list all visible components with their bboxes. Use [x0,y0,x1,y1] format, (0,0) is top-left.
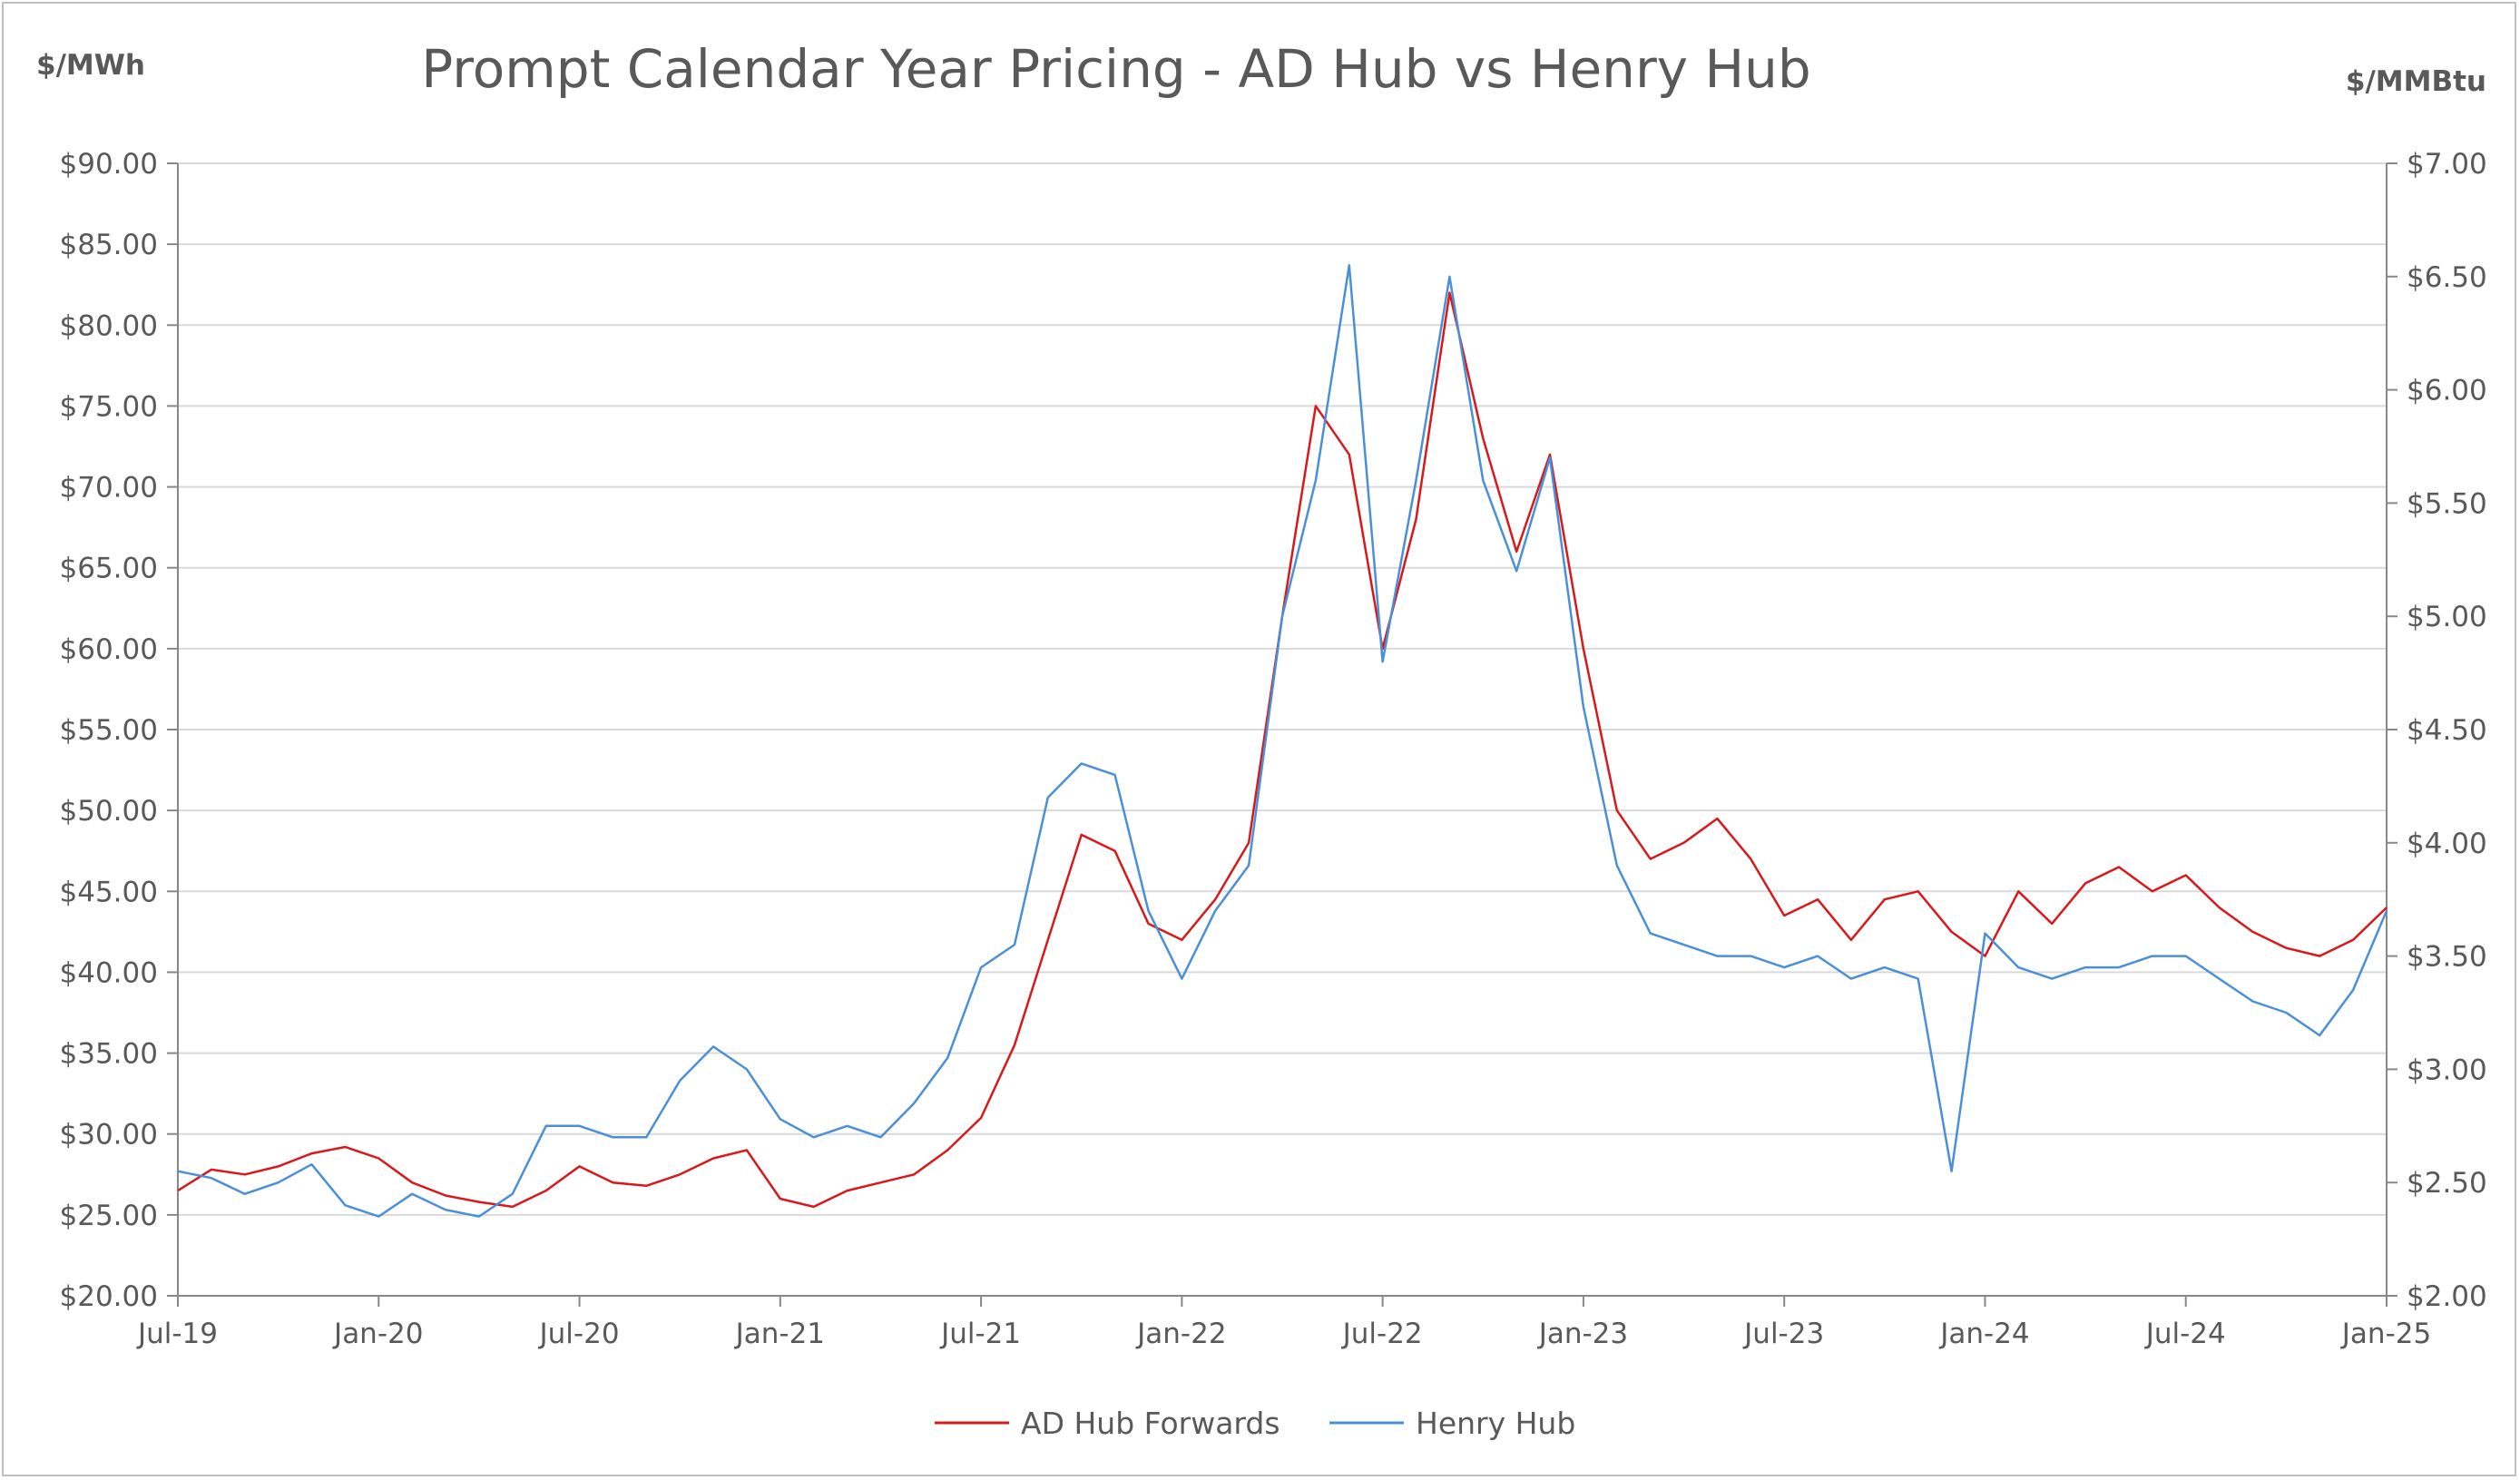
right-tick-label: $6.50 [2407,261,2487,294]
series-layer [177,264,2388,1218]
left-tick-label: $35.00 [60,1038,158,1071]
left-tick-label: $40.00 [60,956,158,989]
right-axis-unit: $/MMBtu [2346,65,2486,98]
x-tick-label: Jul-24 [2144,1318,2226,1350]
legend-label-ad-hub: AD Hub Forwards [1021,1406,1280,1441]
legend: AD Hub Forwards Henry Hub [935,1406,1575,1441]
series-line-ad-hub [177,291,2388,1209]
left-tick-label: $70.00 [60,472,158,505]
chart-title: Prompt Calendar Year Pricing - AD Hub vs… [421,38,1811,100]
right-tick-label: $3.00 [2407,1054,2487,1086]
legend-label-henry-hub: Henry Hub [1416,1406,1575,1441]
right-tick-label: $4.50 [2407,714,2487,747]
x-tick-label: Jul-21 [939,1318,1021,1350]
left-tick-label: $85.00 [60,229,158,261]
right-tick-label: $3.50 [2407,941,2487,974]
left-tick-label: $45.00 [60,876,158,908]
left-tick-label: $90.00 [60,148,158,181]
gridlines [178,162,2387,1216]
right-tick-label: $4.00 [2407,828,2487,860]
x-tick-label: Jan-22 [1135,1318,1226,1350]
left-tick-label: $65.00 [60,553,158,585]
right-tick-label: $6.00 [2407,375,2487,407]
x-tick-label: Jan-24 [1938,1318,2029,1350]
x-tick-label: Jan-25 [2340,1318,2431,1350]
left-axis-ticks: $20.00 $25.00 $30.00 $35.00 $40.00 $45.00 $50.… [60,148,178,1313]
right-tick-label: $2.50 [2407,1167,2487,1200]
series-line-henry-hub [177,264,2388,1218]
left-tick-label: $80.00 [60,309,158,342]
x-tick-label: Jan-20 [332,1318,423,1350]
left-tick-label: $50.00 [60,795,158,828]
left-tick-label: $55.00 [60,714,158,747]
right-axis-ticks: $2.00 $2.50 $3.00 $3.50 $4.00 $4.50 $5.00 $5.50… [2387,148,2487,1313]
right-tick-label: $7.00 [2407,148,2487,181]
left-tick-label: $75.00 [60,390,158,423]
x-tick-label: Jul-23 [1742,1318,1824,1350]
left-tick-label: $60.00 [60,633,158,666]
x-tick-label: Jul-22 [1341,1318,1423,1350]
x-axis-ticks: Jul-19 Jan-20 Jul-20 Jan-21 Jul-21 Jan-22 Jul-… [136,1296,2431,1350]
x-tick-label: Jul-20 [538,1318,620,1350]
x-tick-label: Jan-21 [734,1318,825,1350]
x-tick-label: Jul-19 [136,1318,218,1350]
x-tick-label: Jan-23 [1537,1318,1628,1350]
right-tick-label: $5.00 [2407,601,2487,633]
right-tick-label: $2.00 [2407,1280,2487,1313]
left-tick-label: $25.00 [60,1200,158,1232]
left-axis-unit: $/MWh [36,49,145,82]
left-tick-label: $20.00 [60,1280,158,1313]
left-tick-label: $30.00 [60,1119,158,1152]
right-tick-label: $5.50 [2407,487,2487,520]
